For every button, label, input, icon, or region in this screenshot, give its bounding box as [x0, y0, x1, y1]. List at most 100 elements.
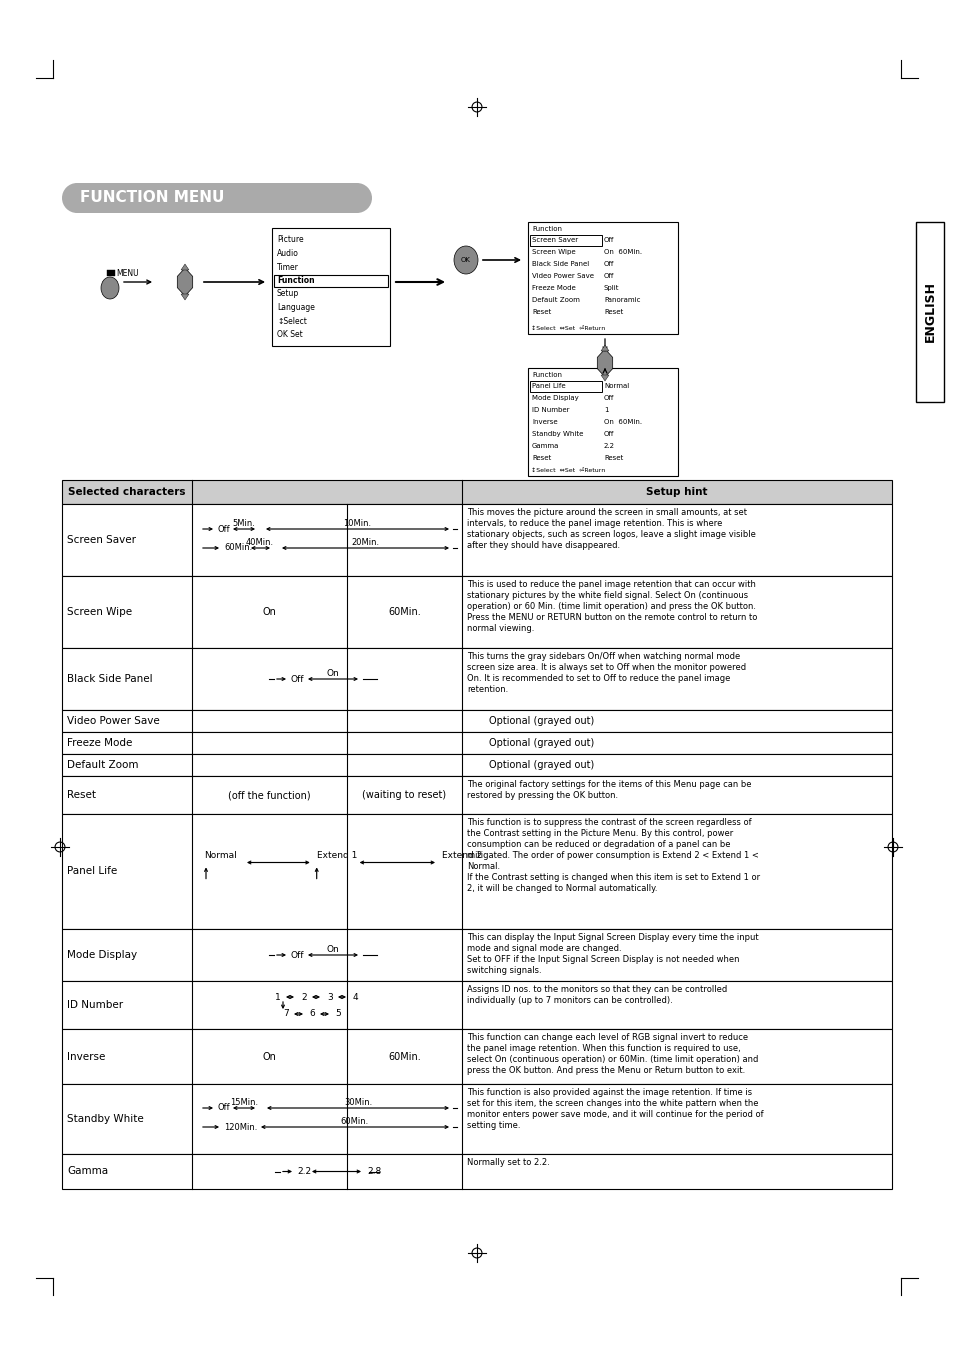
Text: Normal: Normal [204, 851, 236, 859]
Text: This moves the picture around the screen in small amounts, at set
intervals, to : This moves the picture around the screen… [467, 508, 755, 550]
Text: Inverse: Inverse [532, 419, 558, 426]
Text: This function is also provided against the image retention. If time is
set for t: This function is also provided against t… [467, 1088, 762, 1129]
Text: 2: 2 [301, 993, 306, 1001]
Text: Reset: Reset [603, 309, 622, 315]
Text: Off: Off [603, 431, 614, 436]
Text: Language: Language [276, 303, 314, 312]
Bar [62, 732, 891, 754]
Ellipse shape [101, 277, 119, 299]
Text: Freeze Mode: Freeze Mode [532, 285, 576, 290]
Text: Panoramic: Panoramic [603, 297, 639, 303]
Text: On: On [326, 669, 339, 678]
Text: 30Min.: 30Min. [343, 1098, 372, 1106]
Text: Timer: Timer [276, 262, 298, 272]
Text: 7: 7 [283, 1009, 289, 1019]
Bar [62, 775, 891, 815]
Bar [62, 981, 891, 1029]
Text: Gamma: Gamma [67, 1166, 108, 1177]
Text: ID Number: ID Number [67, 1000, 123, 1011]
Text: This can display the Input Signal Screen Display every time the input
mode and s: This can display the Input Signal Screen… [467, 934, 758, 975]
Text: Setup: Setup [276, 289, 299, 299]
Text: Reset: Reset [532, 455, 551, 461]
Text: Default Zoom: Default Zoom [67, 761, 138, 770]
Bar [530, 381, 601, 392]
Bar [527, 222, 678, 334]
Bar [62, 648, 891, 711]
Bar [62, 504, 891, 576]
Text: Audio: Audio [276, 249, 298, 258]
Text: ↕Select  ⇔Set  ⏎Return: ↕Select ⇔Set ⏎Return [531, 467, 604, 473]
Polygon shape [597, 349, 612, 377]
Text: Standby White: Standby White [532, 431, 583, 436]
Text: 10Min.: 10Min. [342, 519, 371, 528]
Text: FUNCTION MENU: FUNCTION MENU [80, 190, 224, 205]
Text: Off: Off [603, 236, 614, 243]
Text: Mode Display: Mode Display [67, 950, 137, 961]
Text: Standby White: Standby White [67, 1115, 144, 1124]
Text: Split: Split [603, 285, 618, 290]
Text: Off: Off [291, 674, 304, 684]
Text: Screen Saver: Screen Saver [532, 236, 578, 243]
Bar [62, 576, 891, 648]
Text: Off: Off [291, 951, 304, 959]
Text: 15Min.: 15Min. [230, 1098, 258, 1106]
Text: 6: 6 [309, 1009, 314, 1019]
Bar [272, 228, 390, 346]
Text: Black Side Panel: Black Side Panel [67, 674, 152, 684]
Text: On  60Min.: On 60Min. [603, 249, 641, 255]
Text: Function: Function [532, 372, 561, 378]
Bar [62, 929, 891, 981]
Text: 60Min.: 60Min. [340, 1117, 369, 1125]
Text: Freeze Mode: Freeze Mode [67, 738, 132, 748]
Text: OK: OK [460, 257, 471, 263]
Text: Reset: Reset [532, 309, 551, 315]
Polygon shape [600, 376, 608, 381]
Text: Panel Life: Panel Life [532, 382, 565, 389]
Text: Video Power Save: Video Power Save [532, 273, 594, 280]
Circle shape [62, 182, 91, 213]
Text: Default Zoom: Default Zoom [532, 297, 579, 303]
Text: On  60Min.: On 60Min. [603, 419, 641, 426]
Text: Screen Wipe: Screen Wipe [67, 607, 132, 617]
Text: This is used to reduce the panel image retention that can occur with
stationary : This is used to reduce the panel image r… [467, 580, 757, 632]
Text: Video Power Save: Video Power Save [67, 716, 159, 725]
Text: Screen Wipe: Screen Wipe [532, 249, 575, 255]
Circle shape [341, 182, 372, 213]
Bar [62, 480, 891, 504]
Text: 40Min.: 40Min. [246, 538, 274, 547]
Text: 20Min.: 20Min. [351, 538, 378, 547]
Text: 60Min.: 60Min. [388, 607, 420, 617]
Text: The original factory settings for the items of this Menu page can be
restored by: The original factory settings for the it… [467, 780, 751, 800]
Bar [62, 1029, 891, 1084]
Text: Gamma: Gamma [532, 443, 558, 449]
Text: Function: Function [276, 276, 314, 285]
Text: Off: Off [603, 261, 614, 267]
Text: OK Set: OK Set [276, 330, 302, 339]
Bar [915, 222, 943, 403]
Text: 3: 3 [327, 993, 333, 1001]
Bar [62, 754, 891, 775]
Text: 120Min.: 120Min. [224, 1123, 257, 1132]
Text: Extend 2: Extend 2 [441, 851, 482, 859]
Text: Black Side Panel: Black Side Panel [532, 261, 589, 267]
Text: Assigns ID nos. to the monitors so that they can be controlled
individually (up : Assigns ID nos. to the monitors so that … [467, 985, 726, 1005]
Text: This function can change each level of RGB signal invert to reduce
the panel ima: This function can change each level of R… [467, 1034, 758, 1075]
Text: 2.2: 2.2 [296, 1167, 311, 1175]
Bar [62, 711, 891, 732]
Text: 5Min.: 5Min. [233, 519, 255, 528]
Text: Extend 1: Extend 1 [316, 851, 356, 859]
Text: (waiting to reset): (waiting to reset) [362, 790, 446, 800]
Bar [274, 274, 388, 286]
Text: Function: Function [532, 226, 561, 232]
Bar [62, 1154, 891, 1189]
Text: On: On [326, 944, 339, 954]
Text: Optional (grayed out): Optional (grayed out) [489, 761, 594, 770]
Bar [530, 235, 601, 246]
Polygon shape [600, 345, 608, 351]
Text: 4: 4 [353, 993, 358, 1001]
Bar [62, 815, 891, 929]
Text: 60Min.: 60Min. [388, 1051, 420, 1062]
Text: On: On [262, 1051, 276, 1062]
Text: Reset: Reset [67, 790, 96, 800]
Text: Picture: Picture [276, 235, 303, 245]
